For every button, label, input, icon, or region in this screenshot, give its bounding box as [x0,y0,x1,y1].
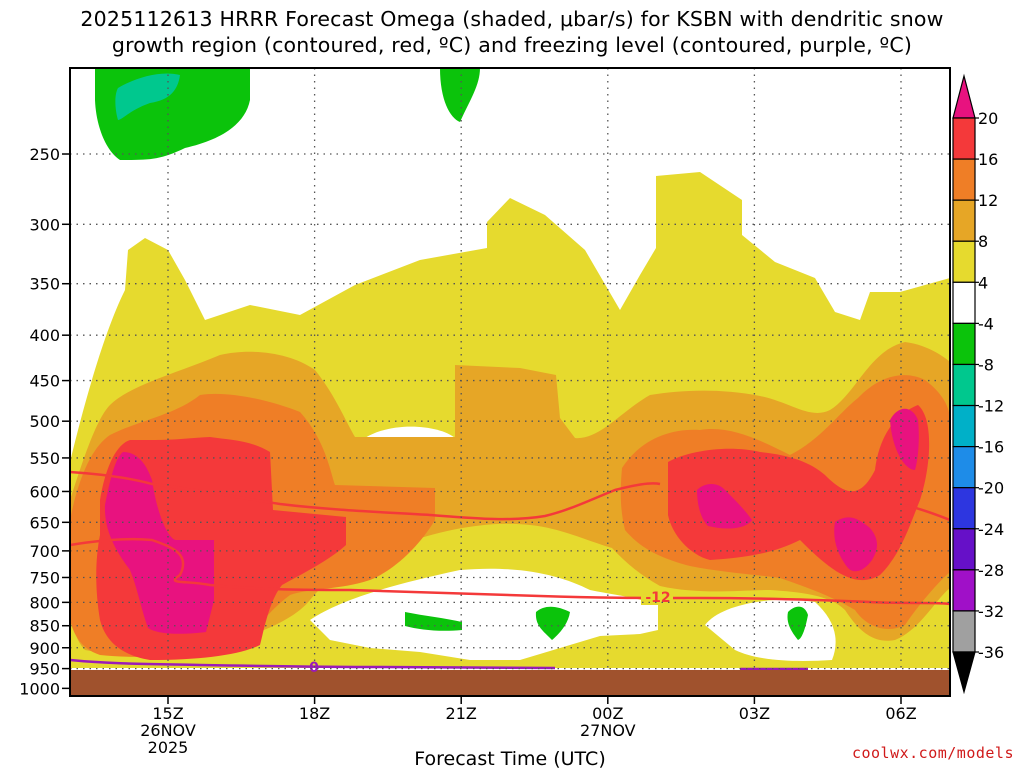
ground-fill [70,670,950,696]
y-tick-label: 250 [29,145,60,164]
dgz-contour-right [904,503,950,522]
y-tick-label: 450 [29,372,60,391]
colorbar-segment [952,281,976,324]
colorbar-label: 16 [978,150,998,169]
colorbar-label: -12 [978,397,1004,416]
y-tick-label: 800 [29,593,60,612]
x-tick-label: 00Z [592,704,623,723]
x-tick-label: 15Z [152,704,183,723]
colorbar-segment [952,240,976,283]
credit-text: coolwx.com/models [851,744,1014,762]
y-tick-label: 700 [29,542,60,561]
omega-band-20 [104,408,919,634]
colorbar-label: 8 [978,232,988,251]
colorbar: 20 16 12 8 4 -4 -8 -12 -16 -20 -24 -28 -32 -36 [952,73,1004,695]
grid-lines [70,68,950,670]
y-tick-label: 850 [29,617,60,636]
x-tick-label: 18Z [299,704,330,723]
omega-shading [70,68,950,696]
freezing-level-contour [70,658,556,670]
colorbar-label: -36 [978,643,1004,662]
x-tick-label: 21Z [446,704,477,723]
x-axis-title: Forecast Time (UTC) [414,748,605,768]
colorbar-label: 20 [978,109,998,128]
title-line-2: growth region (contoured, red, ºC) and f… [111,33,913,57]
y-tick-label: 400 [29,326,60,345]
contour-label-dgz: -12 [645,590,670,606]
colorbar-segment [952,322,976,366]
omega-band-16 [96,405,930,660]
colorbar-segment [952,610,976,653]
colorbar-label: -20 [978,479,1004,498]
colorbar-label: -32 [978,602,1004,621]
colorbar-label: -16 [978,438,1004,457]
omega-band-neg-12 [115,73,180,120]
x-tick-label: 06Z [885,704,916,723]
chart-title: 2025112613 HRRR Forecast Omega (shaded, … [0,6,1024,58]
colorbar-segment [952,117,976,160]
colorbar-segment [952,528,976,571]
title-line-1: 2025112613 HRRR Forecast Omega (shaded, … [80,7,944,31]
y-tick-label: 350 [29,275,60,294]
contour-label-bg-dgz [641,589,673,605]
colorbar-label: -28 [978,561,1004,580]
contour-label-freezing: 0 [309,660,319,676]
omega-band-neg-8 [95,68,808,640]
colorbar-segment [952,158,976,201]
x-tick-sublabel: 2025 [148,738,189,757]
x-tick-sublabel: 26NOV [140,721,196,740]
colorbar-segment [952,651,976,695]
y-tick-label: 750 [29,568,60,587]
y-tick-label: 1000 [19,679,60,698]
y-tick-label: 950 [29,660,60,679]
y-tick-label: 300 [29,215,60,234]
colorbar-label: -4 [978,314,994,333]
y-tick-label: 500 [29,412,60,431]
x-tick-label: 03Z [739,704,770,723]
plot-frame [69,67,951,697]
y-tick-label: 600 [29,482,60,501]
colorbar-segment [952,404,976,448]
x-tick-sublabel: 27NOV [580,721,636,740]
colorbar-segment [952,569,976,612]
dgz-contour-upper [70,470,661,521]
colorbar-segment [952,446,976,489]
y-tick-label: 550 [29,449,60,468]
colorbar-label: 4 [978,273,988,292]
colorbar-segment [952,73,976,119]
omega-band-white-3 [362,426,455,440]
colorbar-segment [952,363,976,407]
colorbar-segment [952,487,976,530]
dgz-contour-mid [70,538,950,606]
colorbar-segment [952,199,976,242]
omega-band-12 [70,375,950,657]
colorbar-label: 12 [978,191,998,210]
colorbar-label: -8 [978,355,994,374]
y-tick-label: 650 [29,513,60,532]
y-axis: 250 300 350 400 450 500 550 600 650 700 750 800 850 9… [19,145,70,698]
y-tick-label: 900 [29,639,60,658]
colorbar-label: -24 [978,520,1004,539]
